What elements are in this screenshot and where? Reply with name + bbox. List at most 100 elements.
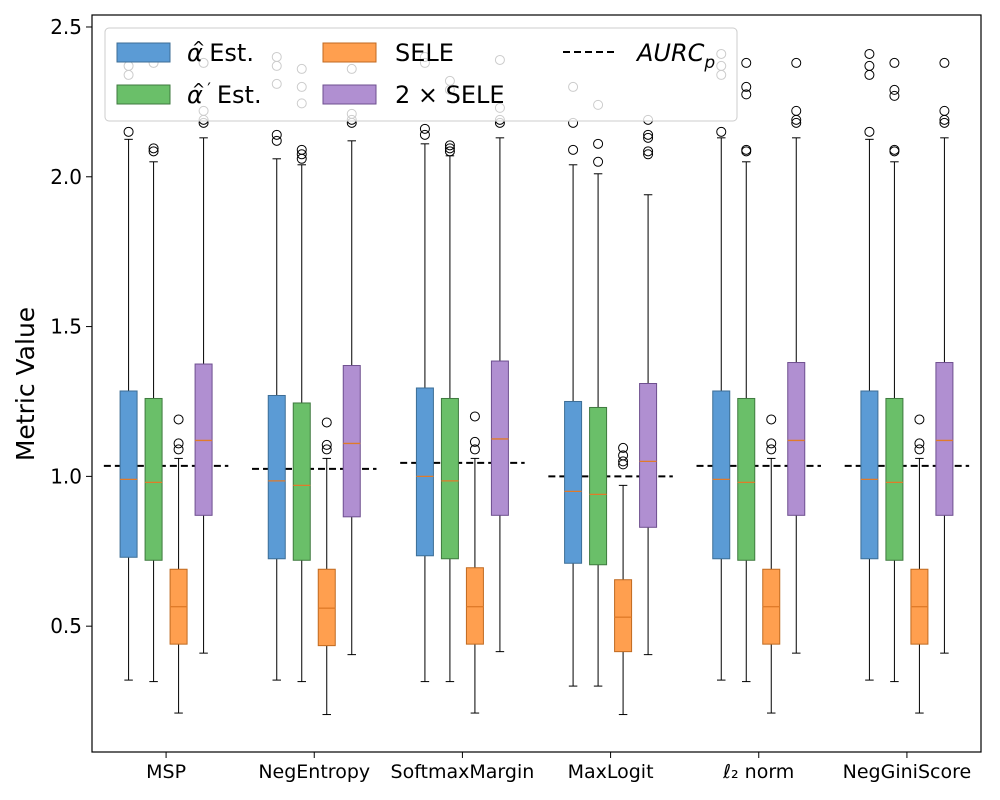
box-iqr (144, 397, 163, 561)
outlier-point (939, 57, 950, 68)
outlier-point (914, 414, 925, 425)
legend-aurc-text: AURC (635, 39, 705, 67)
boxplot-4-4 (639, 114, 658, 656)
box-iqr (292, 402, 311, 561)
outlier-point (766, 444, 777, 455)
box-iqr (860, 390, 879, 560)
legend-label-aurc-p: AURCp (635, 39, 715, 73)
boxplot-2-3 (440, 75, 459, 683)
boxplot-4-1 (194, 57, 213, 654)
outlier-point (766, 414, 777, 425)
outlier-point (643, 132, 654, 143)
outlier-point (864, 126, 875, 137)
outlier-point (148, 143, 159, 154)
boxplot-1-5 (712, 48, 731, 681)
outlier-point (469, 411, 480, 422)
outlier-point (716, 126, 727, 137)
box-iqr (465, 567, 484, 645)
outlier-point (618, 456, 629, 467)
outlier-point (321, 444, 332, 455)
outlier-point (889, 84, 900, 95)
box-iqr (787, 362, 806, 516)
legend-aurc-subscript: p (703, 53, 715, 73)
outlier-point (593, 156, 604, 167)
boxplot-1-2 (267, 51, 286, 681)
legend-alpha-symbol: α (187, 39, 203, 67)
box-iqr (614, 579, 633, 653)
outlier-point (766, 438, 777, 449)
legend-label-alpha-prime-est: α^ ′ Est. (187, 79, 262, 109)
y-tick-label: 2.0 (50, 165, 82, 189)
outlier-point (593, 138, 604, 149)
outlier-point (618, 450, 629, 461)
boxplot-4-5 (787, 57, 806, 654)
legend-alpha-symbol: α (187, 81, 203, 109)
legend-label-sele: SELE (395, 39, 454, 67)
legend: α^ Est. α^ ′ Est. SELE 2 × SELE AURCp (104, 27, 738, 122)
outlier-point (173, 444, 184, 455)
outlier-point (939, 105, 950, 116)
outlier-point (864, 48, 875, 59)
box-iqr (119, 390, 138, 558)
boxplots (119, 45, 954, 716)
outlier-point (741, 81, 752, 92)
outlier-point (889, 144, 900, 155)
outlier-point (321, 417, 332, 428)
outlier-point (643, 149, 654, 160)
boxplot-4-6 (935, 57, 954, 654)
y-tick-label: 2.5 (50, 15, 82, 39)
boxplot-3-3 (465, 411, 484, 714)
outlier-point (296, 144, 307, 155)
boxplot-1-4 (564, 81, 583, 687)
outlier-point (173, 414, 184, 425)
legend-label-text: Est. (209, 39, 254, 67)
box-iqr (342, 365, 361, 518)
outlier-point (741, 89, 752, 100)
box-iqr (639, 383, 658, 528)
box-iqr (935, 362, 954, 516)
outlier-point (321, 439, 332, 450)
outlier-point (791, 117, 802, 128)
legend-swatch-alpha-est (116, 42, 171, 63)
box-iqr (440, 397, 459, 560)
legend-label-text: Est. (217, 81, 262, 109)
outlier-point (419, 123, 430, 134)
outlier-point (889, 57, 900, 68)
boxplot-1-6 (860, 48, 879, 681)
outlier-point (469, 444, 480, 455)
x-tick-label: MaxLogit (568, 761, 654, 783)
legend-alpha-hat: ^ (192, 38, 205, 57)
outlier-point (148, 146, 159, 157)
legend-label-2x-sele: 2 × SELE (395, 81, 505, 109)
outlier-point (568, 144, 579, 155)
outlier-point (271, 129, 282, 140)
y-axis-title: Metric Value (11, 307, 40, 461)
y-tick-label: 1.5 (50, 315, 82, 339)
outlier-point (444, 140, 455, 151)
outlier-point (939, 117, 950, 128)
boxplot-2-5 (737, 57, 756, 683)
outlier-point (889, 90, 900, 101)
outlier-point (123, 126, 134, 137)
outlier-point (173, 438, 184, 449)
outlier-point (791, 57, 802, 68)
boxplot-1-3 (415, 51, 434, 683)
y-axis: 0.5 1.0 1.5 2.0 2.5 (50, 15, 92, 638)
legend-swatch-alpha-prime-est (116, 84, 171, 105)
outlier-point (419, 129, 430, 140)
box-iqr (564, 400, 583, 564)
outlier-point (791, 105, 802, 116)
box-iqr (415, 387, 434, 557)
x-tick-label: SoftmaxMargin (391, 761, 535, 783)
x-tick-label: ℓ₂ norm (722, 761, 794, 783)
outlier-point (271, 135, 282, 146)
boxplot-4-3 (490, 54, 509, 653)
outlier-point (914, 438, 925, 449)
outlier-point (618, 442, 629, 453)
box-iqr (737, 397, 756, 561)
outlier-point (643, 146, 654, 157)
boxplot-3-2 (317, 417, 336, 716)
box-iqr (490, 360, 509, 516)
legend-swatch-sele (322, 42, 377, 63)
